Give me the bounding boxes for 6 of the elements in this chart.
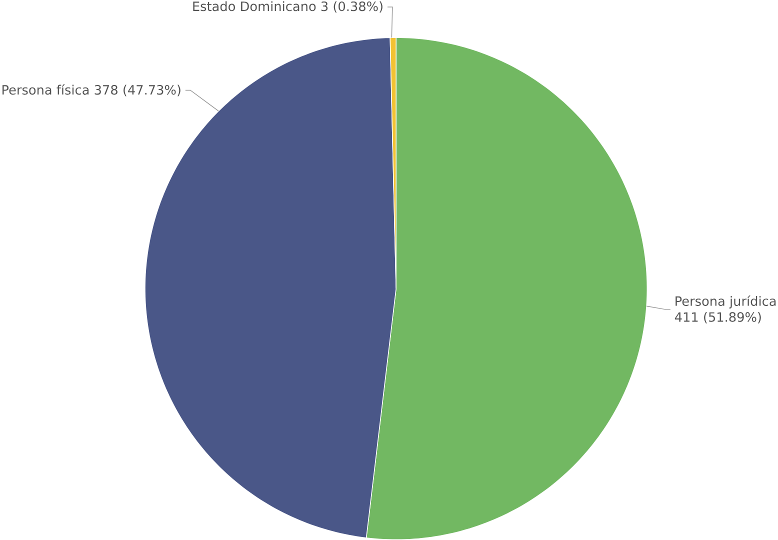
slice-label: Estado Dominicano (193, 1, 316, 12)
slice-label: Persona física (2, 84, 89, 95)
data-label: 411 (51.89%) (674, 312, 761, 324)
data-label: 3 (0.38%) (321, 1, 382, 13)
slice-label: Persona jurídica (676, 295, 776, 308)
data-label: 378 (47.73%) (94, 84, 180, 96)
